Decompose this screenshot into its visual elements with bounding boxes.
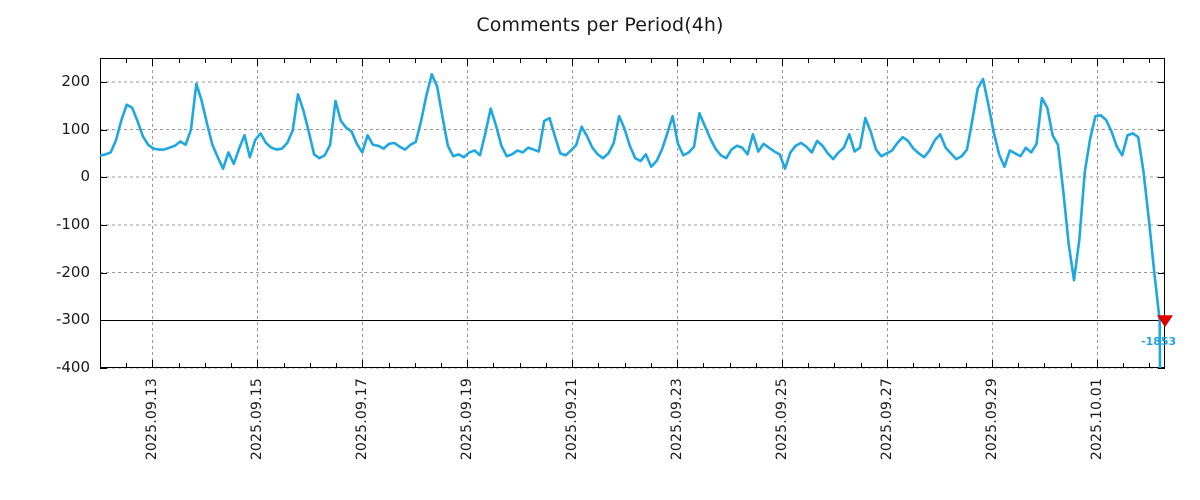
endpoint-value-label: -1853 <box>1141 335 1177 349</box>
y-tick-label: -100 <box>55 214 90 233</box>
y-tick-label: -300 <box>55 310 90 329</box>
y-tick-label: -200 <box>55 262 90 281</box>
data-series-line <box>100 72 1162 368</box>
x-tick-label: 2025.10.01 <box>1088 378 1105 461</box>
y-tick-label: -400 <box>55 358 90 376</box>
x-tick-label: 2025.09.15 <box>249 378 266 461</box>
chart-title: Comments per Period(4h) <box>476 14 724 36</box>
x-tick-label: 2025.09.13 <box>144 378 161 461</box>
x-tick-label: 2025.09.23 <box>669 378 686 461</box>
y-tick-label: 200 <box>61 71 90 90</box>
y-tick-label: 100 <box>61 119 90 138</box>
x-tick-label: 2025.09.27 <box>878 378 895 461</box>
annotation-layer <box>1157 315 1173 328</box>
x-tick-label: 2025.09.17 <box>354 378 371 461</box>
plot-border <box>100 58 1165 368</box>
axes-layer <box>100 58 1165 369</box>
y-tick-label: 0 <box>80 167 90 186</box>
x-tick-label: 2025.09.21 <box>564 378 581 461</box>
series-layer <box>100 72 1162 368</box>
endpoint-marker-triangle-icon <box>1157 315 1173 328</box>
grid-layer <box>100 58 1165 369</box>
x-tick-label: 2025.09.29 <box>983 378 1000 461</box>
x-tick-label: 2025.09.25 <box>774 378 791 461</box>
x-tick-label: 2025.09.19 <box>459 378 476 461</box>
